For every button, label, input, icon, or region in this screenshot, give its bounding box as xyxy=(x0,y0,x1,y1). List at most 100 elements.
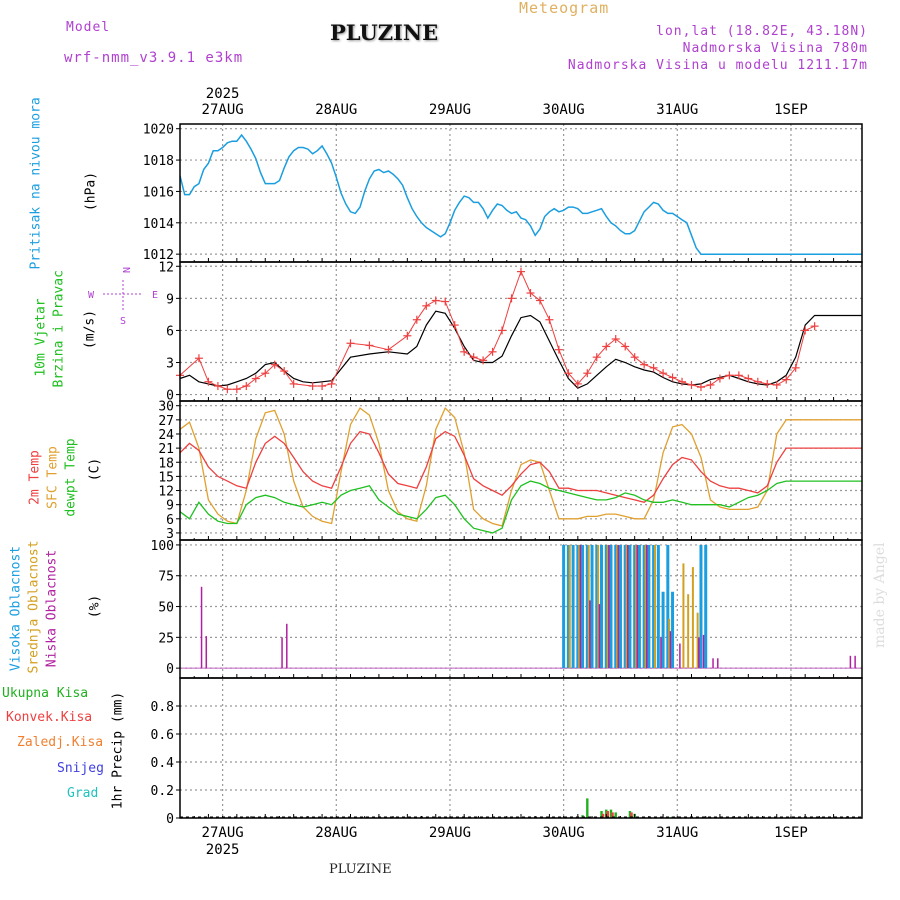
y-tick-label: 27 xyxy=(158,414,174,429)
y-tick-label: 25 xyxy=(158,631,174,646)
y-tick-label: 6 xyxy=(166,324,174,339)
y-tick-label: 21 xyxy=(158,442,174,457)
product-title: Meteogram xyxy=(519,0,610,17)
cloud-bar xyxy=(568,544,571,669)
cloud-bar xyxy=(590,544,594,669)
cloud-bar xyxy=(644,544,647,669)
cloud-bar xyxy=(647,544,651,669)
day-label-bottom: 28AUG xyxy=(315,825,357,841)
cloud-bar xyxy=(704,544,708,669)
panel-frame xyxy=(179,261,863,402)
pressure-line xyxy=(179,133,862,255)
y-tick-label: 12 xyxy=(158,485,174,500)
cloud-bar xyxy=(608,544,610,669)
panel-frame xyxy=(179,677,863,819)
cloud-bar xyxy=(205,636,208,669)
panel-frame xyxy=(179,123,863,263)
cloud-bar xyxy=(849,655,852,669)
cloud-bar xyxy=(609,544,613,669)
wind-compass: N W E S xyxy=(88,267,158,327)
day-label-bottom: 30AUG xyxy=(543,825,585,841)
model-name: wrf-nmm_v3.9.1 e3km xyxy=(64,50,244,66)
precip-bar xyxy=(586,798,589,818)
precip-bar xyxy=(614,812,617,818)
page-title: PLUZINE xyxy=(330,20,439,45)
y-tick-label: 30 xyxy=(158,400,174,415)
precip-bar xyxy=(630,812,633,818)
cloud-bar xyxy=(854,655,856,669)
compass-south: S xyxy=(120,316,126,327)
cloud-bar xyxy=(562,544,566,669)
cloud-bar xyxy=(571,544,575,669)
cloud-bar xyxy=(576,544,580,669)
y-tick-label: 50 xyxy=(158,601,174,616)
cloud-bar xyxy=(687,594,690,669)
cloud-bar xyxy=(712,658,714,669)
cloud-bar xyxy=(642,544,646,669)
y-tick-label: 9 xyxy=(166,499,174,514)
day-label-bottom: 29AUG xyxy=(429,825,471,841)
y-tick-label: 1016 xyxy=(143,185,174,200)
y-tick-label: 15 xyxy=(158,470,174,485)
day-label-top: 29AUG xyxy=(429,102,471,118)
cloud-bar xyxy=(281,637,283,669)
cloud-bar xyxy=(617,544,620,669)
cloud-bar xyxy=(671,591,675,669)
y-tick-label: 3 xyxy=(166,357,174,372)
cloud-bar xyxy=(698,637,700,669)
cloud-bar xyxy=(635,544,638,669)
precip-strat-label: Zaledj.Kisa xyxy=(17,735,104,750)
day-label-bottom: 27AUG xyxy=(202,825,244,841)
cloud-bar xyxy=(669,631,672,669)
precip-bar xyxy=(601,813,605,818)
y-tick-label: 1018 xyxy=(143,154,174,169)
cloud-bar xyxy=(660,637,662,669)
cloud-bar xyxy=(566,544,570,669)
cloud-bar xyxy=(645,544,648,669)
model-label: Model xyxy=(66,20,111,35)
compass-east: E xyxy=(152,290,158,301)
axes-layer xyxy=(176,123,863,819)
precip-graupel-label: Grad xyxy=(67,786,99,801)
cloud-bar xyxy=(637,544,641,669)
cloud-bar xyxy=(636,544,639,669)
day-label-top: 27AUG xyxy=(202,102,244,118)
cloud-bar xyxy=(595,544,599,669)
y-tick-label: 3 xyxy=(166,527,174,542)
y-tick-label: 1020 xyxy=(143,123,174,138)
grid-layer xyxy=(180,124,862,819)
precip-bar xyxy=(605,809,608,818)
y-tick-label: 1012 xyxy=(143,248,174,263)
y-tick-label: 0.4 xyxy=(151,756,175,771)
cloud-bar xyxy=(606,544,609,669)
cloud-bar xyxy=(628,544,632,669)
dewpoint-line xyxy=(179,480,862,534)
precip-bar xyxy=(609,809,613,818)
wind-speed-line xyxy=(179,310,862,389)
cloud-bar xyxy=(579,544,582,669)
day-label-bottom: 31AUG xyxy=(656,825,698,841)
cloud-bar xyxy=(668,618,671,669)
cloud-bar xyxy=(598,604,601,669)
day-label-top: 28AUG xyxy=(315,102,357,118)
compass-west: W xyxy=(88,290,95,301)
cloud-bar xyxy=(604,544,608,669)
precip-total-label: Ukupna Kisa xyxy=(2,686,89,701)
cloud-bar xyxy=(585,544,589,669)
sfc-temp-line xyxy=(179,406,862,527)
y-tick-label: 0.2 xyxy=(151,784,174,799)
compass-north: N xyxy=(120,267,131,273)
altitude-info: Nadmorska Visina 780m xyxy=(682,41,868,56)
precip-bar xyxy=(628,811,632,818)
y-tick-label: 100 xyxy=(151,539,174,554)
temp2m-line xyxy=(179,430,862,504)
cloud-bar xyxy=(666,544,670,669)
y-tick-label: 75 xyxy=(158,570,174,585)
y-tick-label: 1014 xyxy=(143,217,174,232)
day-label-bottom: 1SEP xyxy=(774,825,808,841)
cloud-bar xyxy=(652,544,656,669)
cloud-bar xyxy=(699,544,703,669)
y-tick-label: 0 xyxy=(166,389,174,404)
cloud-bar xyxy=(589,600,591,669)
data-layer xyxy=(176,133,862,818)
